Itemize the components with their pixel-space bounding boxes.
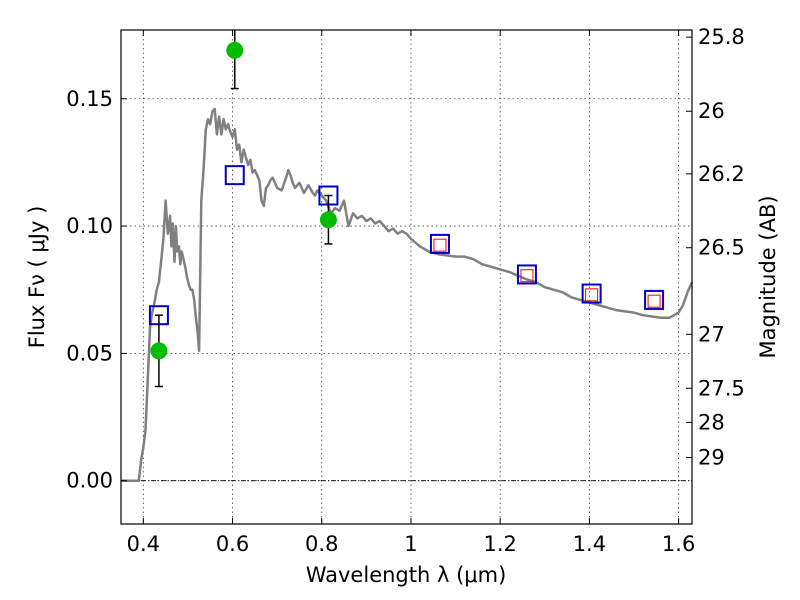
x-tick-label: 0.8 xyxy=(305,532,338,556)
y-tick-label: 0.10 xyxy=(66,214,113,238)
model-square-marker xyxy=(644,289,665,310)
model-square-marker xyxy=(581,283,602,304)
model-square-marker xyxy=(429,233,450,254)
y2-tick-label: 26 xyxy=(698,99,725,123)
x-tick-label: 1.4 xyxy=(573,532,606,556)
y2-tick-label: 29 xyxy=(698,446,725,470)
observed-square-marker xyxy=(520,269,534,283)
x-tick-label: 1.6 xyxy=(662,532,695,556)
observed-photometry-point xyxy=(319,211,337,229)
axis-tick-labels: 0.4 0.6 0.8 1 1.2 1.4 1.6 0.00 0.05 0.10 0.15 25.8 2… xyxy=(66,25,745,556)
model-square-marker xyxy=(516,264,537,285)
model-square-marker xyxy=(224,165,245,186)
x-tick-label: 0.6 xyxy=(216,532,249,556)
y2-tick-label: 27.5 xyxy=(698,376,745,400)
observed-photometry-point xyxy=(150,342,168,360)
sed-model-path xyxy=(121,107,694,482)
x-tick-label: 1.2 xyxy=(483,532,516,556)
y2-tick-label: 25.8 xyxy=(698,25,745,49)
observed-square-marker xyxy=(433,238,447,252)
y2-tick-label: 26.5 xyxy=(698,236,745,260)
observed-square-marker xyxy=(647,294,661,308)
observed-photometry-point xyxy=(226,41,244,59)
grid-lines xyxy=(121,30,692,524)
data-markers xyxy=(148,30,665,388)
y2-tick-label: 27 xyxy=(698,322,725,346)
x-tick-label: 0.4 xyxy=(127,532,160,556)
y-tick-label: 0.15 xyxy=(66,87,113,111)
observed-square-marker xyxy=(585,288,599,302)
sed-model-line xyxy=(121,107,694,482)
y-tick-label: 0.05 xyxy=(66,341,113,365)
y2-tick-label: 28 xyxy=(698,410,725,434)
plot-frame xyxy=(120,29,693,525)
axis-ticks xyxy=(121,30,692,524)
x-tick-label: 1 xyxy=(404,532,417,556)
y-tick-label: 0.00 xyxy=(66,469,113,493)
y2-tick-label: 26.2 xyxy=(698,162,745,186)
y2-axis-label: Magnitude (AB) xyxy=(756,195,780,358)
y-axis-label: Flux Fν ( μJy ) xyxy=(25,206,49,349)
x-axis-label: Wavelength λ (μm) xyxy=(306,563,507,587)
